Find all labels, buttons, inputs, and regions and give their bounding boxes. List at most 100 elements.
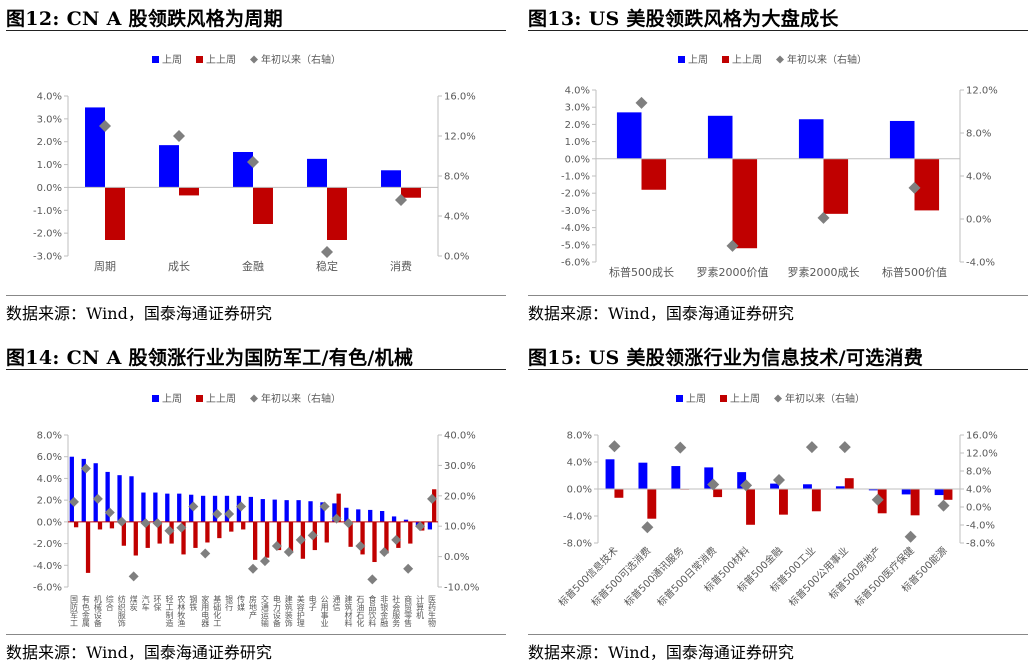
bar-last-week <box>129 476 134 522</box>
bar-last-week <box>803 484 812 489</box>
ytd-marker <box>608 440 621 453</box>
bar-last-week <box>368 509 373 522</box>
left-axis-tick-label: -2.0% <box>561 189 590 200</box>
bar-prev-week <box>133 521 138 556</box>
right-axis-tick-label: 0.0% <box>966 503 991 514</box>
bar-prev-week <box>746 489 755 525</box>
bar-last-week <box>403 519 409 522</box>
chart-legend: 上周 上上周 年初以来（右轴） <box>676 392 865 405</box>
bar-prev-week <box>943 489 953 500</box>
source-divider <box>528 634 1028 635</box>
right-axis-tick-label: 8.0% <box>444 172 469 183</box>
right-axis-tick-label: -10.0% <box>444 583 479 594</box>
category-label: 周期 <box>94 260 116 273</box>
bar-prev-week <box>73 521 79 528</box>
ytd-marker <box>391 534 402 545</box>
bar-last-week <box>224 495 230 522</box>
legend-label-prev-week: 上上周 <box>206 393 236 405</box>
ytd-marker <box>295 534 306 545</box>
chart-panel-fig12: 图12: CN A 股领跌风格为周期 上周 上上周 年初以来（右轴） -3.0% -2.… <box>6 2 506 328</box>
ytd-marker <box>355 540 366 551</box>
bar-last-week <box>616 112 642 159</box>
right-axis-tick-label: 16.0% <box>966 431 998 442</box>
chart-title: 图13: US 美股领跌风格为大盘成长 <box>528 8 839 30</box>
left-axis-tick-label: -6.0% <box>561 258 590 269</box>
category-label: 非银金融 <box>380 594 389 628</box>
ytd-marker <box>259 556 270 567</box>
chart-panel-fig14: 图14: CN A 股领涨行业为国防军工/有色/机械 上周 上上周 年初以来（右轴）… <box>6 341 506 667</box>
left-axis-tick-label: -6.0% <box>33 583 62 594</box>
right-axis-tick-label: 8.0% <box>966 467 991 478</box>
bar-prev-week <box>844 478 854 489</box>
left-axis-tick-label: 4.0% <box>37 474 62 485</box>
chart-panel-fig15: 图15: US 美股领涨行业为信息技术/可选消费 上周 上上周 年初以来（右轴） -8… <box>528 341 1028 667</box>
bar-last-week <box>105 471 110 522</box>
bar-last-week <box>671 466 681 489</box>
category-label: 家用电器 <box>201 594 210 628</box>
left-axis-tick-label: 2.0% <box>37 137 62 148</box>
ytd-marker <box>247 156 259 168</box>
bar-prev-week <box>360 521 365 555</box>
bar-prev-week <box>97 521 103 530</box>
category-label: 成长 <box>168 260 190 273</box>
ytd-marker <box>248 563 258 574</box>
category-label: 基础化工 <box>213 594 222 627</box>
bar-last-week <box>284 500 289 522</box>
category-label: 标普500医疗保健 <box>852 544 917 609</box>
bar-last-week <box>704 467 714 489</box>
left-axis-tick-label: -4.0% <box>561 223 590 234</box>
bar-last-week <box>307 158 327 188</box>
right-axis-tick-label: 12.0% <box>966 449 998 460</box>
bar-prev-week <box>914 158 940 211</box>
legend-swatch-last-week <box>152 56 159 63</box>
left-axis-tick-label: 8.0% <box>37 431 62 442</box>
category-label: 钢铁 <box>189 594 198 612</box>
bar-prev-week <box>324 521 329 543</box>
bar-prev-week <box>384 521 389 554</box>
bar-last-week <box>141 492 146 522</box>
ytd-marker <box>726 239 739 252</box>
title-divider <box>528 369 1028 370</box>
ytd-marker <box>116 516 127 527</box>
ytd-marker <box>188 501 199 512</box>
right-axis-tick-label: -4.0% <box>966 258 995 269</box>
right-axis-tick-label: 4.0% <box>966 172 991 183</box>
left-axis-tick-label: 0.0% <box>567 485 592 496</box>
chart-legend: 上周 上上周 年初以来（右轴） <box>678 53 867 66</box>
chart-plot: 上周 上上周 年初以来（右轴） -3.0% -2.0% -1.0% 0.0% 1.0% 2.0%… <box>6 34 506 294</box>
legend-swatch-last-week <box>676 395 683 402</box>
ytd-marker <box>415 521 426 532</box>
left-axis-tick-label: 1.0% <box>565 137 590 148</box>
bar-prev-week <box>145 521 150 548</box>
left-axis-tick-label: 3.0% <box>565 103 590 114</box>
left-axis-tick-label: 0.0% <box>37 183 62 194</box>
bar-prev-week <box>408 521 413 544</box>
ytd-marker <box>319 501 330 512</box>
bar-prev-week <box>241 521 246 530</box>
category-label: 标普500公用事业 <box>786 544 851 609</box>
left-axis-tick-label: -8.0% <box>563 539 592 550</box>
right-axis-tick-label: 0.0% <box>444 552 469 563</box>
bar-last-week <box>391 516 397 522</box>
bar-last-week <box>212 495 218 522</box>
bar-last-week <box>381 170 401 188</box>
bar-last-week <box>835 486 845 489</box>
ytd-marker <box>212 509 223 520</box>
legend-label-ytd: 年初以来（右轴） <box>785 392 865 405</box>
left-axis-tick-label: 0.0% <box>37 517 62 528</box>
left-axis-tick-label: -1.0% <box>561 172 590 183</box>
legend-label-ytd: 年初以来（右轴） <box>787 53 867 66</box>
category-label: 综合 <box>105 594 114 612</box>
bar-prev-week <box>181 521 186 555</box>
left-axis-tick-label: 2.0% <box>565 120 590 131</box>
left-axis-tick-label: -1.0% <box>33 206 62 217</box>
category-label: 轻工制造 <box>165 594 174 628</box>
ytd-marker <box>68 496 79 507</box>
category-label: 建筑装饰 <box>284 594 293 628</box>
bar-prev-week <box>811 489 821 512</box>
right-axis-tick-label: -4.0% <box>966 521 995 532</box>
left-axis-tick-label: 6.0% <box>37 452 62 463</box>
legend-marker-ytd <box>774 394 782 403</box>
bar-last-week <box>200 495 206 522</box>
ytd-marker <box>173 130 185 142</box>
